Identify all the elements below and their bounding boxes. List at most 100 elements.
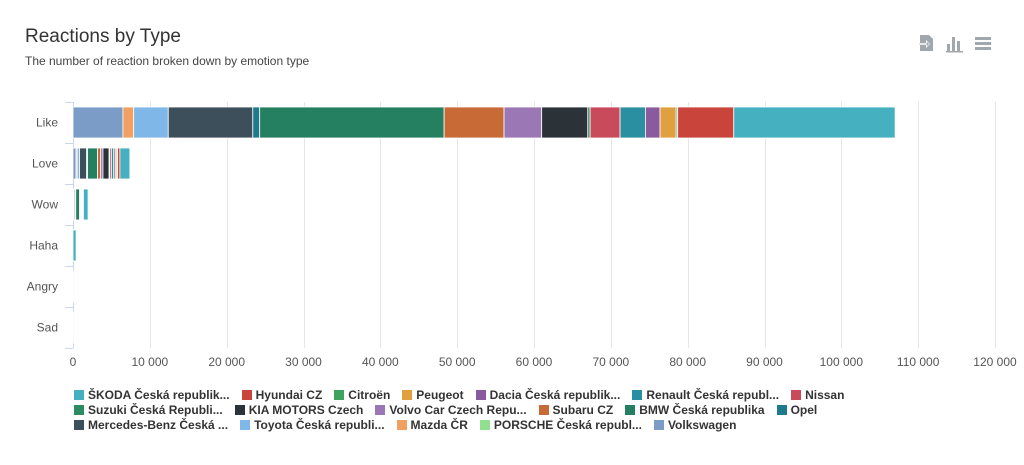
- x-tick-label: 90 000: [746, 355, 783, 369]
- bar-segment: [733, 106, 896, 139]
- legend-item[interactable]: Subaru CZ: [538, 403, 614, 417]
- legend-swatch: [402, 390, 413, 400]
- bar-segment: [589, 106, 621, 139]
- bar-segment: [443, 106, 505, 139]
- bar-segment: [97, 147, 102, 180]
- legend-label: KIA MOTORS Czech: [248, 403, 364, 417]
- legend-label: Opel: [790, 403, 818, 417]
- legend-swatch: [653, 420, 664, 430]
- category-label: Wow: [32, 198, 59, 212]
- chart-legend: ŠKODA Česká republik... Hyundai CZ Citroën…: [74, 388, 974, 433]
- legend-swatch: [234, 405, 245, 415]
- bar-segment: [659, 106, 677, 139]
- legend-row: Suzuki Česká Republi... KIA MOTORS Czech V…: [74, 403, 974, 418]
- legend-swatch: [776, 405, 787, 415]
- x-tick-label: 50 000: [439, 355, 476, 369]
- legend-swatch: [396, 420, 407, 430]
- category-label: Love: [32, 157, 58, 171]
- bar-chart-icon[interactable]: [944, 32, 966, 54]
- chart-subtitle: The number of reaction broken down by em…: [25, 54, 310, 68]
- bar-segment: [72, 229, 77, 262]
- legend-label: Volvo Car Czech Repu...: [389, 403, 527, 417]
- legend-item[interactable]: Mercedes-Benz Česká ...: [74, 418, 228, 432]
- bar-segment: [72, 106, 124, 139]
- bar-segment: [503, 106, 543, 139]
- legend-item[interactable]: Volkswagen: [653, 418, 737, 432]
- bar-segment: [133, 106, 169, 139]
- legend-label: Peugeot: [416, 388, 464, 402]
- bar-segment: [259, 106, 445, 139]
- legend-item[interactable]: Opel: [776, 403, 818, 417]
- x-tick-label: 10 000: [131, 355, 168, 369]
- legend-swatch: [625, 405, 636, 415]
- legend-item[interactable]: Hyundai CZ: [241, 388, 323, 402]
- legend-swatch: [791, 390, 802, 400]
- legend-item[interactable]: Volvo Car Czech Repu...: [375, 403, 527, 417]
- x-tick-label: 100 000: [820, 355, 864, 369]
- legend-label: ŠKODA Česká republik...: [88, 388, 230, 402]
- chart-title: Reactions by Type: [25, 26, 181, 47]
- legend-label: Dacia Česká republik...: [489, 388, 621, 402]
- legend-swatch: [241, 390, 252, 400]
- legend-row: ŠKODA Česká republik... Hyundai CZ Citroën…: [74, 388, 974, 403]
- bar-segment: [541, 106, 589, 139]
- category-label: Sad: [37, 321, 58, 335]
- bar-segment: [645, 106, 661, 139]
- legend-item[interactable]: Dacia Česká republik...: [475, 388, 621, 402]
- legend-item[interactable]: PORSCHE Česká republ...: [479, 418, 642, 432]
- category-label: Like: [36, 116, 58, 130]
- bar-segment: [122, 106, 135, 139]
- legend-label: Subaru CZ: [552, 403, 614, 417]
- legend-item[interactable]: Peugeot: [402, 388, 464, 402]
- x-tick-label: 30 000: [285, 355, 322, 369]
- legend-item[interactable]: Toyota Česká republi...: [240, 418, 385, 432]
- bar-segment: [72, 270, 74, 303]
- legend-item[interactable]: ŠKODA Česká republik...: [74, 388, 230, 402]
- category-label: Angry: [27, 280, 58, 294]
- x-tick-label: 70 000: [592, 355, 629, 369]
- legend-swatch: [74, 405, 84, 415]
- bar-segment: [677, 106, 735, 139]
- hamburger-menu-icon[interactable]: [972, 32, 994, 54]
- legend-label: Suzuki Česká Republi...: [88, 403, 223, 417]
- legend-swatch: [375, 405, 386, 415]
- legend-label: Hyundai CZ: [255, 388, 323, 402]
- legend-swatch: [74, 420, 84, 430]
- x-tick-label: 80 000: [669, 355, 706, 369]
- legend-item[interactable]: BMW Česká republika: [625, 403, 765, 417]
- legend-label: Mercedes-Benz Česká ...: [88, 418, 229, 432]
- export-file-icon[interactable]: [916, 32, 938, 54]
- bar-segment: [87, 147, 98, 180]
- legend-label: PORSCHE Česká republ...: [493, 418, 642, 432]
- x-tick-label: 20 000: [208, 355, 245, 369]
- legend-swatch: [334, 390, 345, 400]
- legend-item[interactable]: KIA MOTORS Czech: [234, 403, 364, 417]
- legend-label: Volkswagen: [667, 418, 737, 432]
- legend-swatch: [74, 390, 84, 400]
- bar-segment: [79, 147, 87, 180]
- legend-label: Nissan: [805, 388, 845, 402]
- legend-label: Renault Česká republ...: [646, 388, 780, 402]
- legend-item[interactable]: Suzuki Česká Republi...: [74, 403, 223, 417]
- legend-item[interactable]: Citroën: [334, 388, 390, 402]
- legend-swatch: [538, 405, 549, 415]
- legend-label: Mazda ČR: [410, 418, 468, 432]
- legend-item[interactable]: Renault Česká republ...: [632, 388, 779, 402]
- bar-segment: [83, 188, 89, 221]
- bar-segment: [119, 147, 131, 180]
- legend-item[interactable]: Mazda ČR: [396, 418, 468, 432]
- bar-segment: [75, 188, 81, 221]
- bar-segment: [72, 147, 77, 180]
- x-tick-label: 40 000: [362, 355, 399, 369]
- x-tick-label: 0: [70, 355, 77, 369]
- bar-segment: [72, 311, 74, 344]
- legend-swatch: [632, 390, 643, 400]
- legend-label: Citroën: [348, 388, 391, 402]
- legend-label: Toyota Česká republi...: [254, 418, 385, 432]
- x-tick-label: 60 000: [516, 355, 553, 369]
- legend-item[interactable]: Nissan: [791, 388, 844, 402]
- legend-row: Mercedes-Benz Česká ... Toyota Česká repu…: [74, 418, 974, 433]
- legend-swatch: [475, 390, 486, 400]
- bar-chart: Like Love Wow Haha Angry Sad 0 10 000 20 000 30 0…: [27, 102, 1017, 369]
- bar-segment: [619, 106, 646, 139]
